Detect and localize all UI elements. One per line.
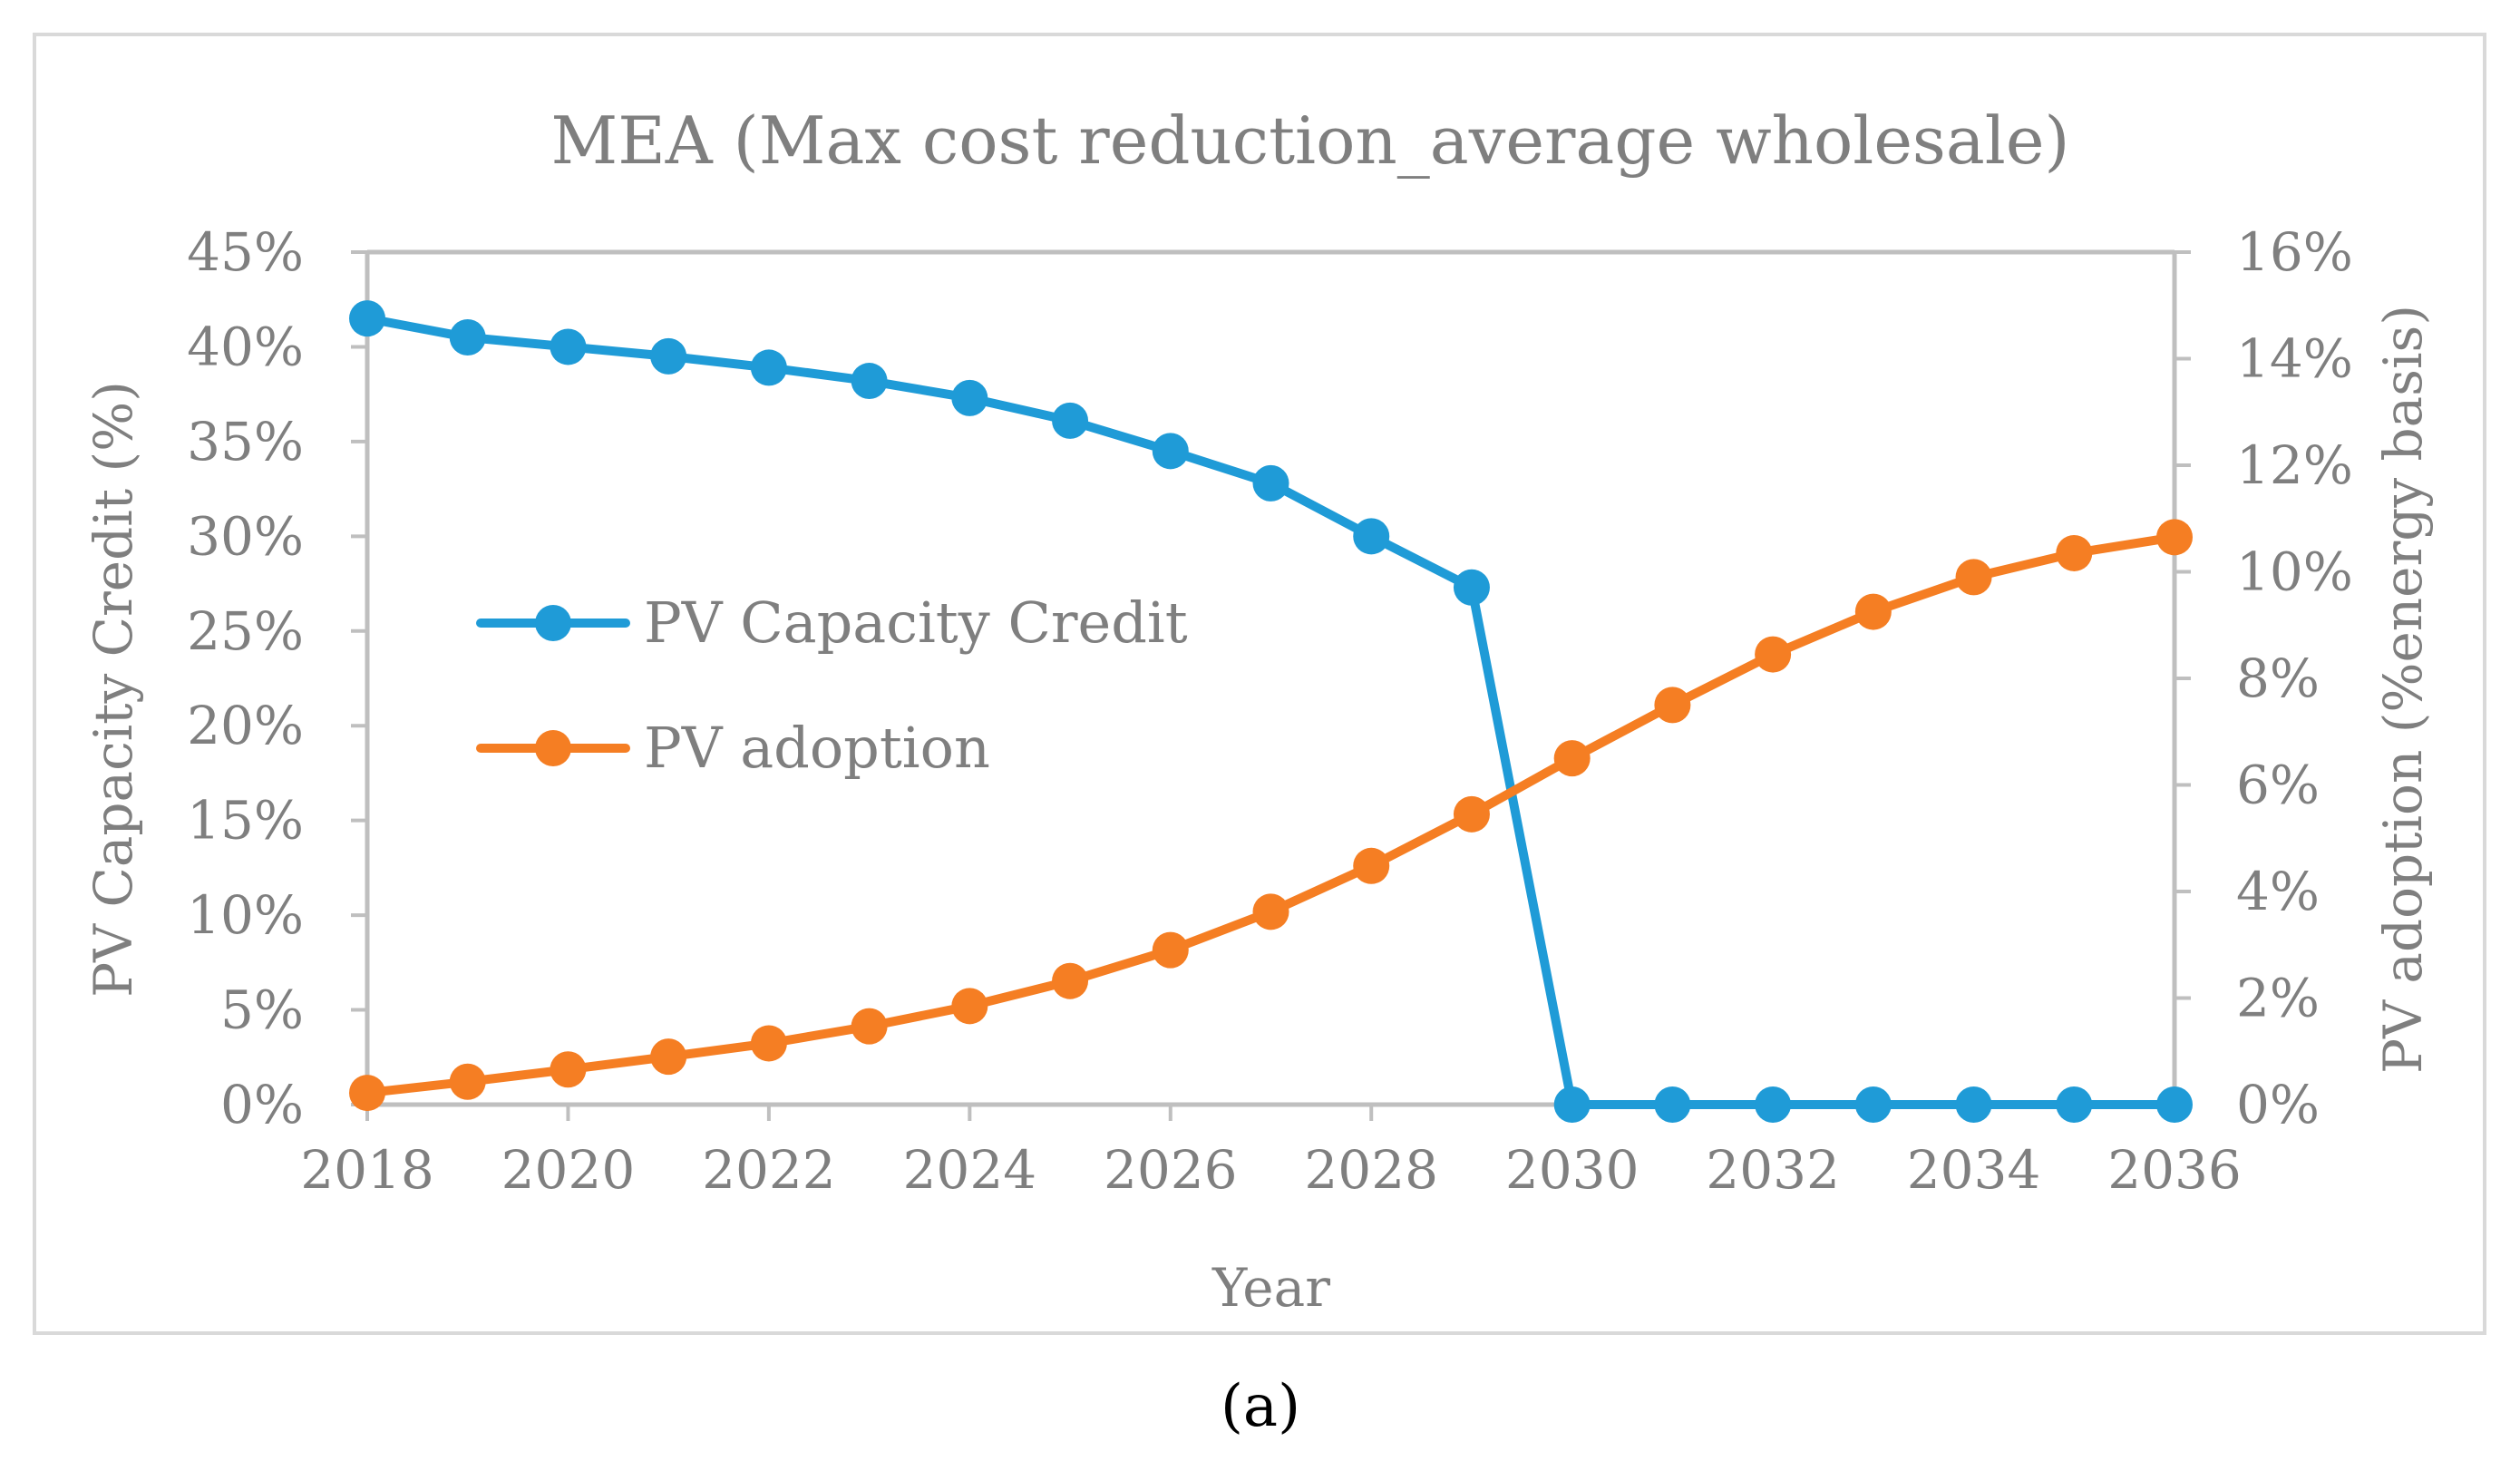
x-tick-label: 2018 xyxy=(300,1139,434,1201)
y-axis-title-right: PV adoption (%energy basis) xyxy=(2372,305,2434,1074)
data-point-pv-adoption xyxy=(1854,593,1892,630)
data-point-pv-adoption xyxy=(1052,962,1089,999)
y-tick-label-left: 15% xyxy=(187,790,304,852)
data-point-pv-adoption xyxy=(1553,740,1591,777)
y-tick-label-right: 10% xyxy=(2236,541,2353,603)
data-point-pv-adoption xyxy=(2056,534,2093,571)
x-tick-label: 2026 xyxy=(1104,1139,1238,1201)
y-tick-label-left: 25% xyxy=(187,600,304,662)
data-point-pv-adoption xyxy=(851,1008,888,1045)
data-point-pv-capacity-credit xyxy=(1052,402,1089,439)
y-tick-label-right: 14% xyxy=(2236,328,2353,390)
data-point-pv-adoption xyxy=(2156,519,2193,556)
y-tick-label-right: 4% xyxy=(2236,861,2320,922)
data-point-pv-capacity-credit xyxy=(951,379,988,416)
y-tick-label-left: 40% xyxy=(187,316,304,377)
data-point-pv-capacity-credit xyxy=(1152,433,1189,470)
y-tick-label-left: 20% xyxy=(187,695,304,756)
legend-marker-pv-capacity-credit xyxy=(535,605,571,641)
data-point-pv-adoption xyxy=(1755,636,1792,673)
data-point-pv-capacity-credit xyxy=(550,328,587,365)
data-point-pv-capacity-credit xyxy=(2156,1086,2193,1123)
data-point-pv-adoption xyxy=(1654,687,1691,724)
y-tick-label-right: 6% xyxy=(2236,755,2320,816)
figure-caption: (a) xyxy=(1221,1373,1300,1440)
y-tick-label-left: 45% xyxy=(187,221,304,283)
data-point-pv-capacity-credit xyxy=(2056,1086,2093,1123)
y-tick-label-right: 0% xyxy=(2236,1074,2320,1135)
data-point-pv-capacity-credit xyxy=(1453,569,1490,606)
data-point-pv-capacity-credit xyxy=(449,319,486,356)
data-point-pv-capacity-credit xyxy=(1755,1086,1792,1123)
x-tick-label: 2030 xyxy=(1505,1139,1639,1201)
data-point-pv-adoption xyxy=(951,988,988,1025)
data-point-pv-adoption xyxy=(349,1075,385,1112)
data-point-pv-adoption xyxy=(449,1063,486,1100)
y-tick-label-right: 2% xyxy=(2236,968,2320,1029)
x-tick-label: 2024 xyxy=(903,1139,1037,1201)
data-point-pv-capacity-credit xyxy=(1955,1086,1992,1123)
y-tick-label-left: 35% xyxy=(187,411,304,472)
y-tick-label-right: 12% xyxy=(2236,434,2353,496)
data-point-pv-capacity-credit xyxy=(349,300,385,337)
data-point-pv-adoption xyxy=(1252,893,1289,930)
data-point-pv-adoption xyxy=(750,1025,787,1062)
legend-label-pv-adoption: PV adoption xyxy=(644,715,990,781)
plot-area: 2018 2020 2022 2024 2026 2028 2030 2032 2034 2036… xyxy=(187,221,2353,1201)
data-point-pv-capacity-credit xyxy=(750,349,787,386)
x-tick-label: 2034 xyxy=(1907,1139,2041,1201)
data-point-pv-adoption xyxy=(1453,795,1490,833)
data-point-pv-capacity-credit xyxy=(1654,1086,1691,1123)
data-point-pv-capacity-credit xyxy=(1553,1086,1591,1123)
x-tick-label: 2028 xyxy=(1304,1139,1438,1201)
y-tick-label-left: 30% xyxy=(187,505,304,567)
data-point-pv-capacity-credit xyxy=(851,363,888,400)
x-tick-label: 2020 xyxy=(501,1139,636,1201)
x-tick-label: 2032 xyxy=(1706,1139,1840,1201)
legend-label-pv-capacity-credit: PV Capacity Credit xyxy=(644,589,1188,656)
x-tick-label: 2022 xyxy=(702,1139,836,1201)
data-point-pv-adoption xyxy=(650,1038,687,1076)
legend: PV Capacity Credit PV adoption xyxy=(476,589,1188,781)
legend-marker-pv-adoption xyxy=(535,730,571,766)
y-tick-label-right: 16% xyxy=(2236,221,2353,283)
y-tick-label-left: 5% xyxy=(220,979,304,1041)
data-point-pv-capacity-credit xyxy=(1252,464,1289,502)
data-point-pv-capacity-credit xyxy=(650,337,687,375)
data-point-pv-capacity-credit xyxy=(1353,518,1390,555)
y-axis-title-left: PV Capacity Credit (%) xyxy=(83,381,144,998)
data-point-pv-adoption xyxy=(1152,931,1189,969)
data-point-pv-capacity-credit xyxy=(1854,1086,1892,1123)
y-tick-label-left: 10% xyxy=(187,884,304,946)
chart-title: MEA (Max cost reduction_average wholesal… xyxy=(550,102,2069,179)
y-tick-label-right: 8% xyxy=(2236,648,2320,709)
x-tick-label: 2036 xyxy=(2107,1139,2242,1201)
y-tick-label-left: 0% xyxy=(220,1074,304,1135)
data-point-pv-adoption xyxy=(1955,559,1992,596)
x-axis-title: Year xyxy=(1211,1257,1330,1319)
data-point-pv-adoption xyxy=(1353,847,1390,884)
data-point-pv-adoption xyxy=(550,1051,587,1088)
